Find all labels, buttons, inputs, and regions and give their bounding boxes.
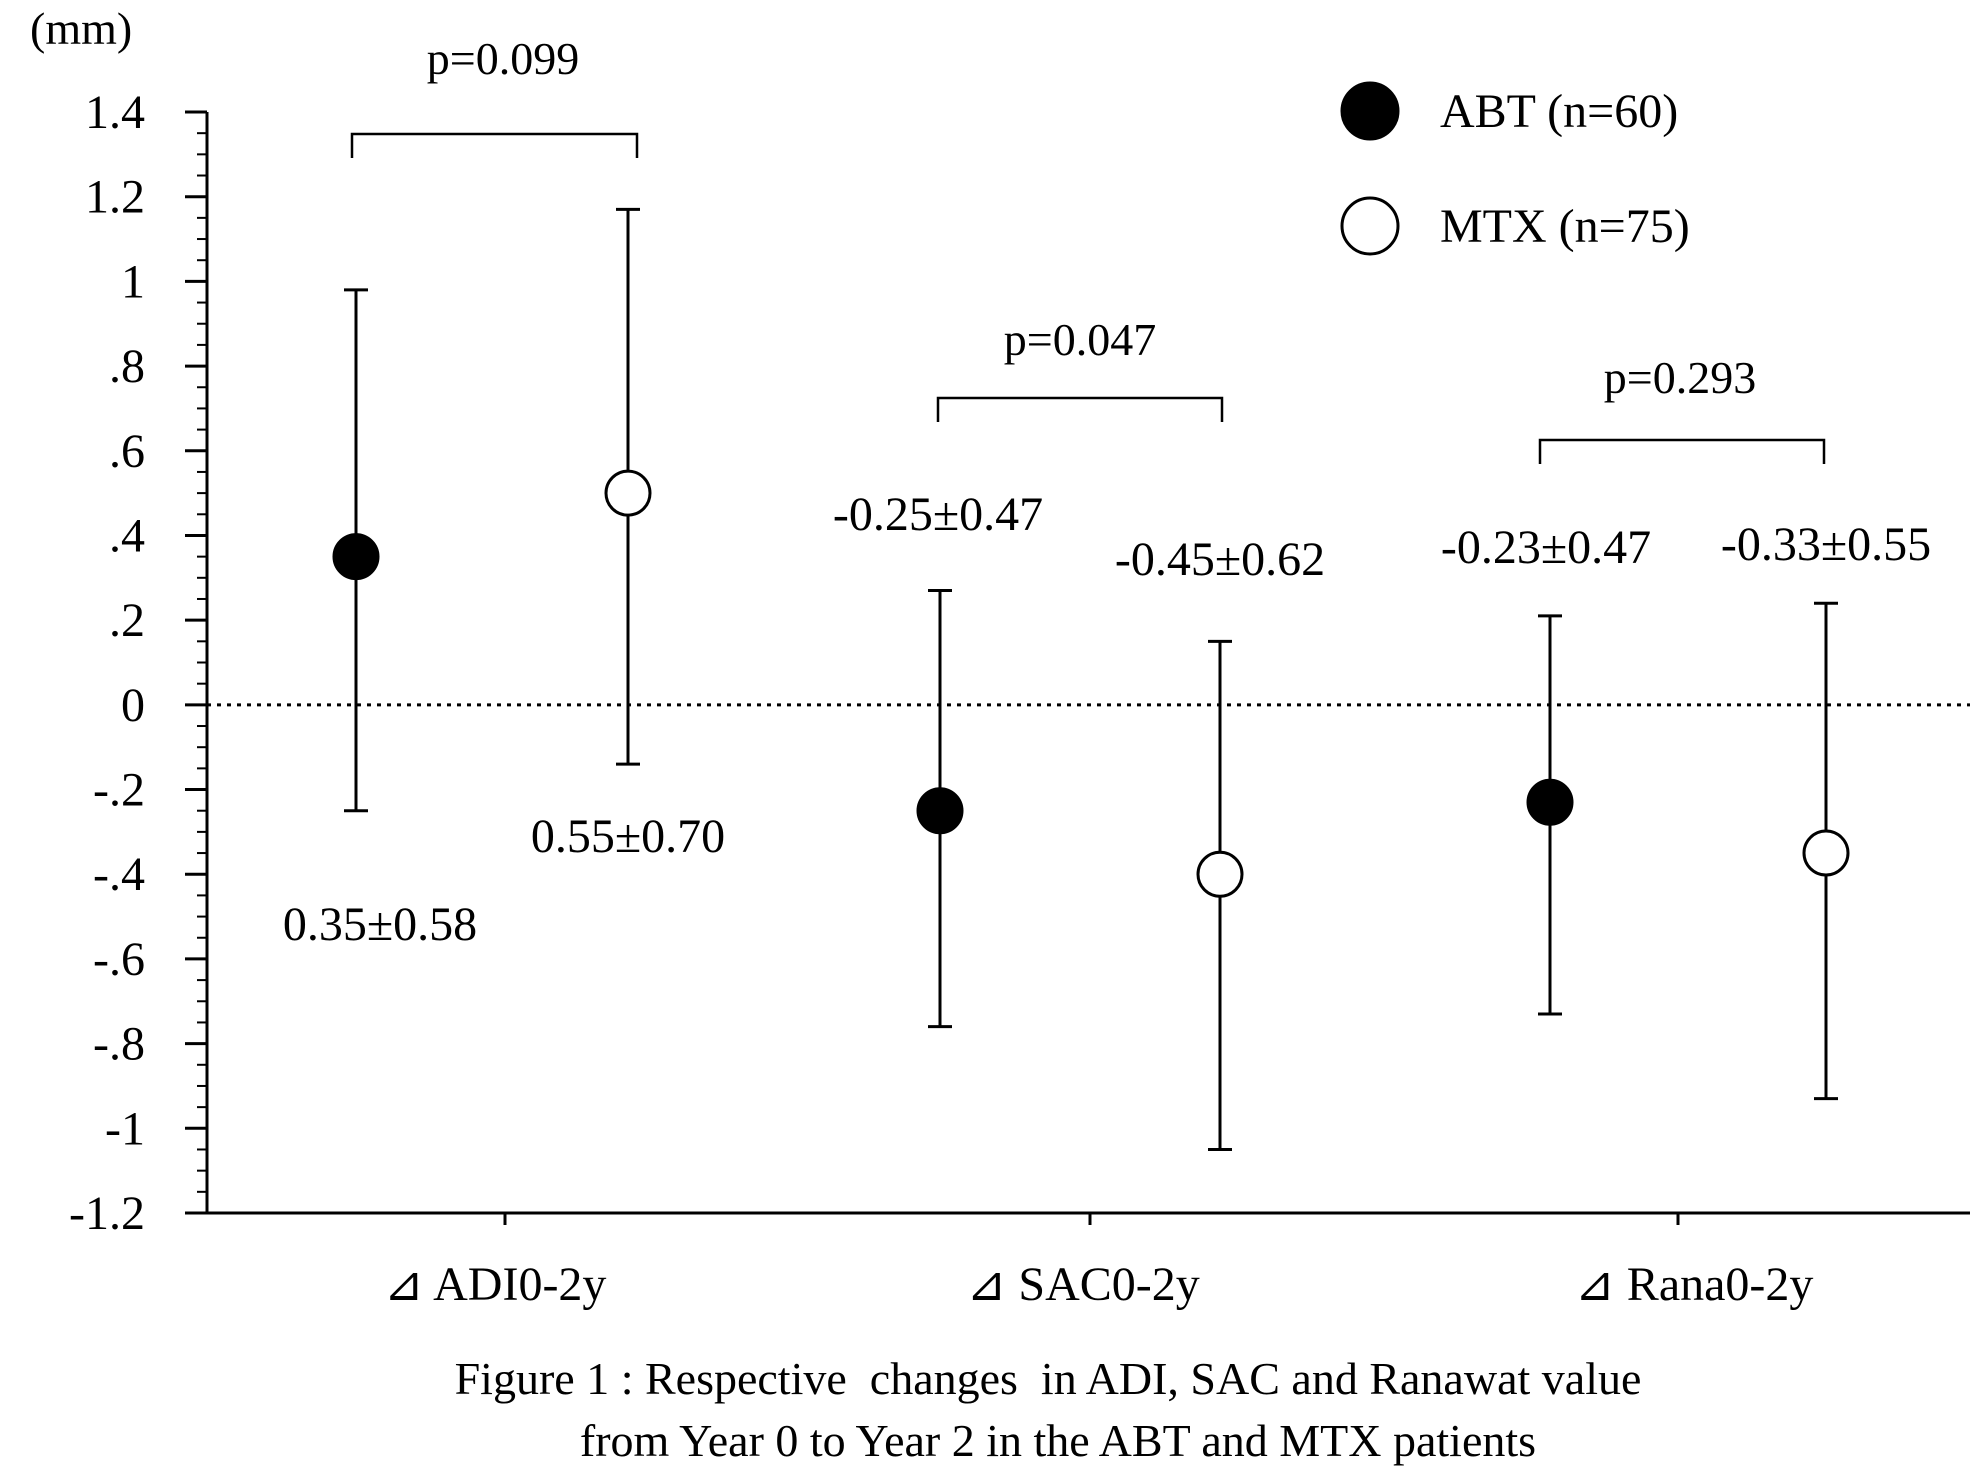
y-tick-label: -.2 (93, 764, 145, 817)
x-category-label: ⊿ SAC0-2y (966, 1258, 1200, 1311)
p-value-label: p=0.293 (1604, 352, 1756, 403)
y-unit-label: (mm) (30, 3, 132, 54)
abt-point (332, 533, 380, 581)
caption-line-2: from Year 0 to Year 2 in the ABT and MTX… (580, 1415, 1536, 1466)
y-tick-label: -.8 (93, 1018, 145, 1071)
y-tick-label: 1.2 (85, 171, 145, 224)
mtx-point (1196, 850, 1244, 898)
abt-point (916, 787, 964, 835)
y-tick-label: -.6 (93, 933, 145, 986)
y-tick-label: -.4 (93, 848, 145, 901)
value-label: -0.25±0.47 (833, 488, 1043, 541)
p-value-bracket (350, 132, 639, 158)
legend-mtx-marker (1340, 196, 1400, 256)
y-tick-label: .2 (109, 594, 145, 647)
abt-point (1526, 778, 1574, 826)
value-label: -0.23±0.47 (1441, 521, 1651, 574)
p-value-bracket (1538, 438, 1826, 464)
mtx-point (1802, 829, 1850, 877)
y-tick-label: 1 (121, 255, 145, 308)
caption-line-1: Figure 1 : Respective changes in ADI, SA… (455, 1353, 1642, 1404)
x-category-label: ⊿ ADI0-2y (384, 1258, 607, 1311)
y-tick-label: .8 (109, 340, 145, 393)
mtx-point (604, 469, 652, 517)
p-value-label: p=0.099 (427, 33, 579, 84)
p-value-bracket (936, 396, 1224, 422)
legend-label: ABT (n=60) (1440, 85, 1678, 138)
x-category-label: ⊿ Rana0-2y (1575, 1258, 1814, 1311)
y-tick-label: -1 (105, 1102, 145, 1155)
legend-abt-marker (1340, 81, 1400, 141)
value-label: 0.55±0.70 (531, 810, 725, 863)
p-value-label: p=0.047 (1004, 314, 1156, 365)
y-tick-label: 0 (121, 679, 145, 732)
y-tick-label: 1.4 (85, 86, 145, 139)
value-label: -0.33±0.55 (1721, 518, 1931, 571)
legend-label: MTX (n=75) (1440, 200, 1690, 253)
y-tick-label: -1.2 (69, 1187, 145, 1240)
value-label: -0.45±0.62 (1115, 533, 1325, 586)
y-tick-label: .6 (109, 425, 145, 478)
value-label: 0.35±0.58 (283, 898, 477, 951)
y-tick-label: .4 (109, 509, 145, 562)
